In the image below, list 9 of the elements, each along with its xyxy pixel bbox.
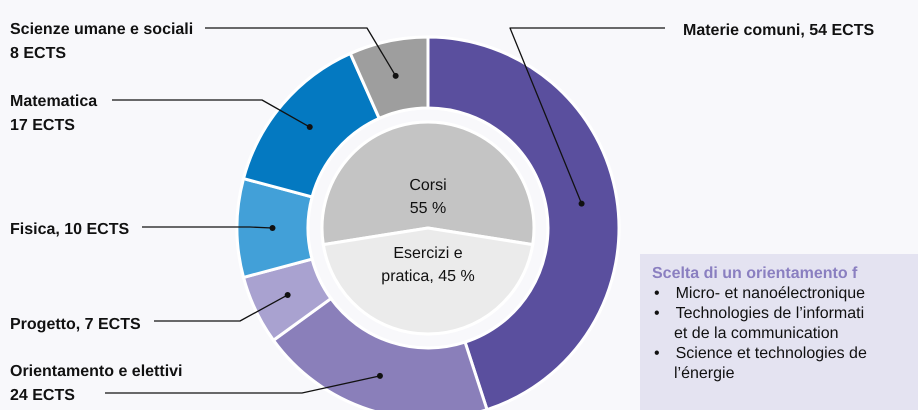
slice-label: Fisica, 10 ECTS xyxy=(10,221,130,238)
slice-label: Matematica 17 ECTS xyxy=(10,93,98,134)
slice-label: Orientamento e elettivi 24 ECTS xyxy=(10,363,182,404)
info-panel: Scelta di un orientamento f • Micro- et nanoélectronique • Technologies de l’informati et de la communication • Science et technologies de l’énergie xyxy=(640,254,918,410)
slice-label: Progetto, 7 ECTS xyxy=(10,316,142,333)
slice-label: Materie comuni, 54 ECTS xyxy=(683,22,874,39)
slice-label: Scienze umane e sociali 8 ECTS xyxy=(10,21,194,62)
slice-label: Corsi 55 % xyxy=(409,177,447,217)
slice-label: Esercizi e pratica, 45 % xyxy=(381,245,475,285)
